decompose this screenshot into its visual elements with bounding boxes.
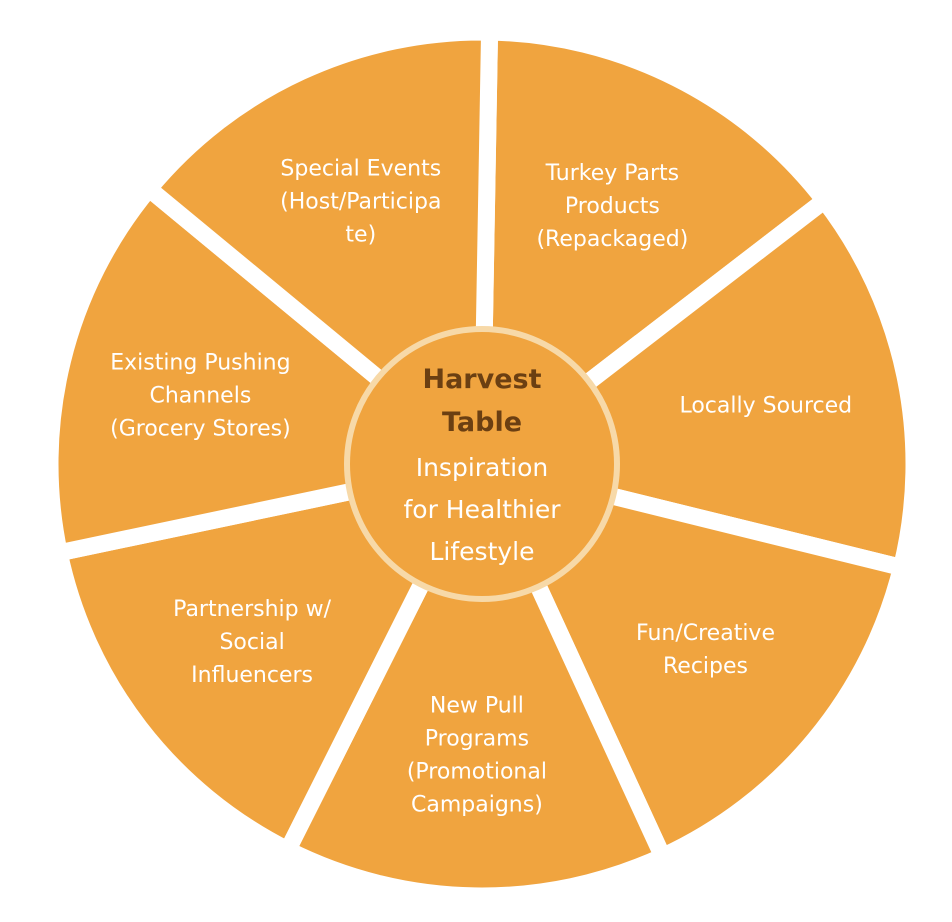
segment-label-line: Programs [425,727,529,752]
segment-label-line: New Pull [430,694,524,719]
segment-label-line: Fun/Creative [636,621,775,646]
segment-label-line: Influencers [191,663,313,688]
segment-label-line: Channels [150,384,252,409]
center-hub: Harvest Table Inspiration for Healthier … [344,326,620,602]
segment-label-line: Partnership w/ [173,597,331,622]
segment-label-line: te) [345,223,376,248]
hub-subtitle-line: for Healthier [403,495,561,524]
segment-label-line: (Grocery Stores) [110,417,291,442]
segment-label-line: Social [219,630,284,655]
hub-title-line: Table [442,407,522,438]
segment-label-line: (Promotional [407,760,547,785]
segment-label-line: (Repackaged) [536,227,688,252]
segment-partnership-social-influencers: Partnership w/Social Influencers [49,452,498,862]
center-hub-circle [344,326,620,602]
segment-label-line: Campaigns) [411,793,543,818]
segment-label-line: Special Events [280,157,441,182]
segment-label-line: Existing Pushing [110,351,290,376]
segment-label-line: Products [565,194,660,219]
hub-subtitle-line: Inspiration [416,453,549,482]
segment-new-pull-programs: New Pull Programs (Promotional Campaigns) [276,444,674,905]
segment-fun-creative-recipes: Fun/Creative Recipes [466,451,912,868]
segment-label-line: Recipes [663,654,748,679]
segment-label-line: Turkey Parts [545,161,679,186]
segment-wedge [276,444,674,905]
segment-wedge [466,451,912,868]
segment-label-line: Locally Sourced [679,393,852,418]
segment-wedge [49,452,498,862]
segment-label-line: (Host/Participa [280,190,441,215]
hub-title-line: Harvest [422,364,541,395]
hub-subtitle-line: Lifestyle [429,537,534,566]
